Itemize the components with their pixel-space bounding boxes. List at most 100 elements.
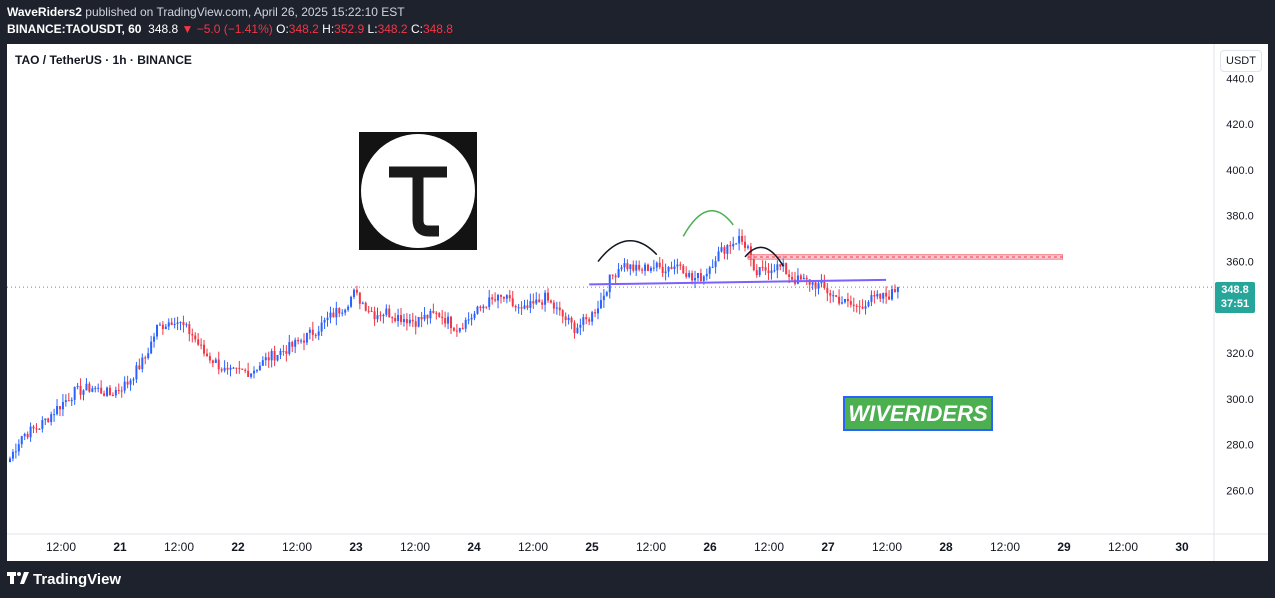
candlestick-chart[interactable]: 260.0280.0300.0320.0340.0360.0380.0400.0…	[7, 44, 1268, 561]
candle-body	[744, 241, 746, 248]
publisher-name[interactable]: WaveRiders2	[7, 5, 82, 19]
open-label: O:	[276, 22, 289, 36]
candle-body	[820, 281, 823, 284]
y-tick-label: 260.0	[1226, 485, 1254, 497]
candle-body	[232, 367, 235, 369]
candle-body	[691, 273, 694, 281]
candle-body	[341, 312, 344, 314]
candle-body	[632, 264, 635, 271]
x-tick-label: 12:00	[872, 540, 902, 554]
wiveriders-watermark: WIVERIDERS	[843, 396, 993, 431]
candle-body	[314, 334, 317, 336]
x-tick-label: 12:00	[400, 540, 430, 554]
candle-body	[611, 274, 614, 276]
x-tick-label: 27	[821, 540, 835, 554]
left-shoulder-arc	[597, 240, 658, 262]
candle-body	[541, 302, 544, 305]
candle-body	[70, 399, 73, 402]
candle-body	[893, 289, 896, 292]
candle-body	[464, 319, 467, 329]
candle-body	[776, 264, 779, 271]
candle-body	[823, 281, 826, 288]
candle-body	[47, 418, 50, 423]
last-price-tag-value: 348.8	[1221, 284, 1249, 296]
candle-body	[138, 365, 141, 370]
x-tick-label: 12:00	[518, 540, 548, 554]
tradingview-logo[interactable]: TradingView	[7, 571, 121, 588]
candle-body	[644, 264, 647, 271]
candle-body	[253, 370, 256, 374]
candle-body	[197, 339, 200, 345]
candle-body	[294, 339, 297, 347]
candle-body	[226, 367, 229, 370]
candle-body	[370, 310, 373, 312]
x-tick-label: 26	[703, 540, 717, 554]
candle-body	[176, 322, 179, 324]
candle-body	[147, 353, 150, 359]
candle-body	[714, 261, 717, 267]
candle-body	[161, 324, 164, 330]
right-shoulder-arc	[744, 246, 784, 267]
candle-body	[91, 388, 94, 392]
candle-body	[355, 289, 358, 293]
candle-body	[602, 295, 605, 301]
head-arc	[682, 210, 734, 237]
candle-body	[667, 267, 670, 272]
candle-body	[873, 295, 876, 297]
candle-body	[676, 264, 679, 267]
candle-body	[511, 298, 514, 306]
candle-body	[188, 324, 191, 335]
candle-body	[855, 305, 858, 307]
candle-body	[605, 292, 608, 296]
currency-button[interactable]: USDT	[1220, 50, 1262, 72]
candle-body	[617, 269, 620, 278]
candle-body	[41, 420, 44, 429]
candle-body	[558, 307, 561, 311]
candle-body	[461, 327, 464, 329]
candle-body	[367, 310, 370, 312]
candle-body	[132, 379, 135, 381]
candle-body	[402, 319, 405, 322]
candle-body	[555, 307, 558, 309]
candle-body	[896, 287, 899, 292]
candle-body	[876, 293, 879, 297]
candle-body	[811, 282, 814, 285]
candle-body	[156, 324, 158, 337]
tao-logo	[359, 132, 477, 250]
x-tick-label: 21	[113, 540, 127, 554]
candle-body	[26, 433, 29, 438]
candle-body	[361, 302, 364, 304]
candle-body	[770, 270, 773, 274]
candle-body	[641, 269, 644, 271]
chart-pane[interactable]: 260.0280.0300.0320.0340.0360.0380.0400.0…	[7, 44, 1268, 561]
candle-body	[729, 245, 732, 247]
candle-body	[549, 300, 552, 303]
candle-body	[214, 359, 217, 363]
candle-body	[106, 387, 109, 396]
candle-body	[432, 310, 435, 313]
candle-body	[458, 327, 461, 332]
candle-body	[414, 321, 417, 327]
candle-body	[814, 282, 817, 289]
candle-body	[785, 263, 788, 275]
y-tick-label: 400.0	[1226, 165, 1254, 177]
candle-body	[103, 393, 106, 396]
candle-body	[38, 428, 41, 430]
x-tick-label: 24	[467, 540, 481, 554]
candle-body	[420, 316, 423, 320]
candle-body	[699, 272, 702, 281]
x-tick-label: 23	[349, 540, 363, 554]
close-label: C:	[410, 22, 423, 36]
candle-body	[405, 319, 408, 324]
high-value: 352.9	[334, 22, 365, 36]
candle-body	[561, 310, 564, 317]
tao-t-icon	[389, 166, 447, 237]
candle-body	[211, 360, 214, 363]
candle-body	[382, 314, 385, 317]
candle-body	[88, 383, 91, 392]
candle-body	[649, 267, 652, 271]
candle-body	[652, 267, 655, 269]
candle-body	[467, 319, 470, 321]
candle-body	[14, 451, 17, 453]
candle-body	[153, 336, 156, 342]
